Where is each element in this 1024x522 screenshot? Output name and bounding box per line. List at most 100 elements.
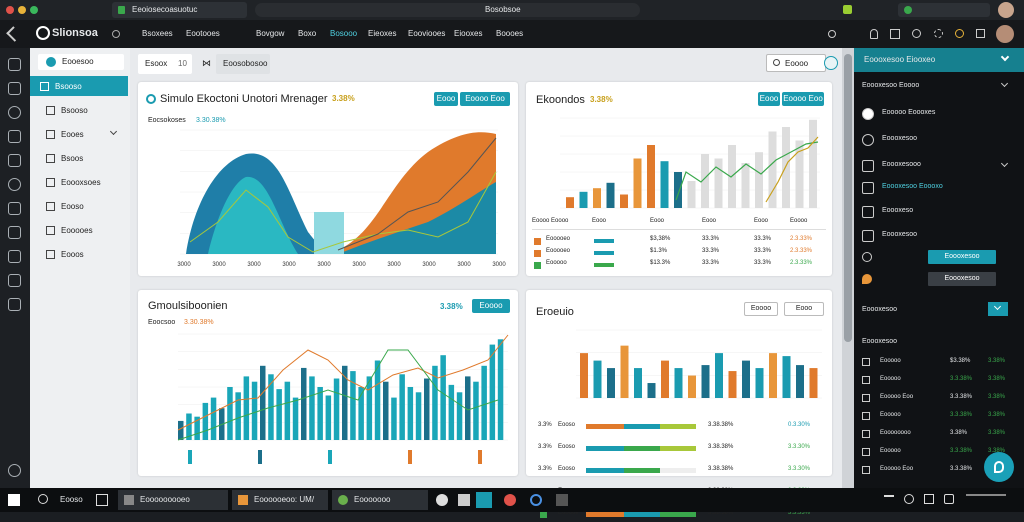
scrollbar-thumb[interactable] bbox=[844, 54, 852, 342]
close-window-dot[interactable] bbox=[6, 6, 14, 14]
right-panel-list-row[interactable]: Eooooo $3.38% 3.38% bbox=[854, 356, 1024, 370]
gear-icon[interactable] bbox=[934, 29, 943, 38]
right-panel-list-row[interactable]: Eooooo 3.3.38% 3.38% bbox=[854, 446, 1024, 460]
sidebar-item[interactable]: Eooooes bbox=[36, 220, 126, 240]
network-icon[interactable] bbox=[904, 494, 914, 504]
app-icon[interactable] bbox=[530, 494, 542, 506]
chat-fab[interactable] bbox=[984, 452, 1014, 482]
sidebar-item[interactable]: Eooos bbox=[36, 244, 126, 264]
start-icon[interactable] bbox=[8, 494, 20, 506]
maximize-window-dot[interactable] bbox=[30, 6, 38, 14]
refresh-icon[interactable] bbox=[824, 56, 838, 70]
card-button[interactable]: Eoooo bbox=[472, 299, 510, 313]
app-icon[interactable] bbox=[556, 494, 568, 506]
home-icon[interactable] bbox=[8, 58, 21, 71]
battery-icon[interactable] bbox=[944, 494, 954, 504]
nav-item[interactable]: Eieoxes bbox=[368, 29, 397, 38]
right-panel-item[interactable]: Eoooxesoo Eoooxo bbox=[854, 180, 1024, 196]
folder-icon[interactable] bbox=[8, 226, 21, 239]
chat-icon[interactable] bbox=[890, 29, 900, 39]
card-button-a[interactable]: Eooo bbox=[758, 92, 780, 106]
card-button-a[interactable]: Eooo bbox=[434, 92, 458, 106]
card-button-b[interactable]: Eoooo Eoo bbox=[460, 92, 510, 106]
card-button-b[interactable]: Eooo bbox=[784, 302, 824, 316]
right-panel-item[interactable]: Eoooxesooo bbox=[854, 158, 1024, 174]
search-icon[interactable] bbox=[828, 30, 836, 38]
clock-area[interactable] bbox=[966, 494, 1006, 504]
nav-item[interactable]: Boooes bbox=[496, 29, 524, 38]
sidebar-item[interactable]: Bsoos bbox=[36, 148, 126, 168]
document-icon[interactable] bbox=[8, 202, 21, 215]
sidebar-item[interactable]: Bsooso bbox=[36, 100, 126, 120]
sidebar-item[interactable]: Eoooxsoes bbox=[36, 172, 126, 192]
app-icon[interactable] bbox=[436, 494, 448, 506]
chart-icon[interactable] bbox=[8, 250, 21, 263]
right-panel-item[interactable]: Eoooxeso bbox=[854, 204, 1024, 220]
mail-icon[interactable] bbox=[8, 274, 21, 287]
taskbar-window[interactable]: Eooooooo bbox=[332, 490, 428, 510]
right-panel-button-b[interactable]: Eoooxesoo bbox=[928, 272, 996, 286]
right-panel-item[interactable]: Eoooxesoo bbox=[854, 228, 1024, 244]
progress-row[interactable]: 3.3% Eooso 3.38.38% 3.3.30% bbox=[532, 444, 826, 456]
sidebar-header[interactable]: Eooesoo bbox=[38, 54, 124, 70]
progress-row[interactable]: 3.3% Eooso 3.38.38% 3.3.30% bbox=[532, 466, 826, 478]
status-icon[interactable] bbox=[955, 29, 964, 38]
nav-item[interactable]: Eooviooes bbox=[408, 29, 446, 38]
chevron-down-icon[interactable] bbox=[109, 127, 118, 136]
right-panel-list-row[interactable]: Eoooooooo 3.38% 3.38% bbox=[854, 428, 1024, 442]
right-panel-item[interactable]: Eooooo Eoooxes bbox=[854, 106, 1024, 122]
extension-icon[interactable] bbox=[843, 5, 852, 14]
chevron-down-icon[interactable] bbox=[1000, 52, 1010, 62]
dropdown-button[interactable] bbox=[988, 302, 1008, 316]
taskbar-window[interactable]: Eooooooooeo bbox=[118, 490, 228, 510]
user-avatar[interactable] bbox=[996, 25, 1014, 43]
right-panel-list-row[interactable]: Eooooo 3.3.38% 3.38% bbox=[854, 374, 1024, 388]
avatar[interactable] bbox=[998, 2, 1014, 18]
tab-second[interactable]: Eoosobosoo bbox=[216, 54, 270, 74]
nav-item[interactable]: Boxo bbox=[298, 29, 317, 38]
nav-item[interactable]: Bsoxees bbox=[142, 29, 173, 38]
browser-tab[interactable]: Eeoiosecoasuotuc bbox=[112, 2, 247, 18]
search-button[interactable]: Eoooo bbox=[766, 54, 826, 72]
right-panel-list-row[interactable]: Eooooo Eoo 3.3.38% 3.38% bbox=[854, 392, 1024, 406]
right-panel-header[interactable]: Eoooxesoo Eiooxeo bbox=[854, 48, 1024, 72]
settings-icon[interactable] bbox=[112, 30, 120, 38]
card-button-a[interactable]: Eoooo bbox=[744, 302, 778, 316]
chevron-down-icon[interactable] bbox=[1000, 79, 1009, 88]
list-icon[interactable] bbox=[8, 130, 21, 143]
sidebar-item[interactable]: Bsooso bbox=[30, 76, 128, 96]
chevron-down-icon[interactable] bbox=[1000, 159, 1009, 168]
app-icon[interactable] bbox=[476, 492, 492, 508]
nav-item[interactable]: Eootooes bbox=[186, 29, 220, 38]
right-panel-button-a[interactable]: Eoooxesoo bbox=[928, 250, 996, 264]
nav-item[interactable]: Eiooxes bbox=[454, 29, 483, 38]
calendar-icon[interactable] bbox=[8, 154, 21, 167]
tab-overview[interactable]: Esoox 10 bbox=[138, 54, 192, 74]
table-row[interactable]: Eooooeo $1.3% 33.3% 33.3% 2.3.33% bbox=[532, 248, 826, 260]
progress-row[interactable]: 3.3% Eooso 3.38.38% 0.3.30% bbox=[532, 422, 826, 434]
search-icon[interactable] bbox=[38, 494, 48, 504]
users-icon[interactable] bbox=[8, 298, 21, 311]
app-icon[interactable] bbox=[504, 494, 516, 506]
address-bar[interactable]: Bosobsoe bbox=[255, 3, 640, 17]
nav-item[interactable]: Bosooo bbox=[330, 29, 358, 38]
apps-icon[interactable] bbox=[976, 29, 985, 38]
notifications-icon[interactable] bbox=[870, 29, 878, 39]
taskbar-window[interactable]: Eoooooeoo: UM/ bbox=[232, 490, 328, 510]
right-panel-list-row[interactable]: Eooooo 3.3.38% 3.38% bbox=[854, 410, 1024, 424]
help-icon[interactable] bbox=[912, 29, 921, 38]
volume-icon[interactable] bbox=[924, 494, 934, 504]
task-view-icon[interactable] bbox=[96, 494, 108, 506]
app-icon[interactable] bbox=[458, 494, 470, 506]
compass-icon[interactable] bbox=[8, 178, 21, 191]
main-scrollbar[interactable] bbox=[842, 48, 854, 488]
table-row[interactable]: Eooooo $13.3% 33.3% 33.3% 2.3.33% bbox=[532, 260, 826, 272]
card-button-b[interactable]: Eoooo Eoo bbox=[782, 92, 824, 106]
tray-icon[interactable] bbox=[884, 495, 894, 503]
help-icon[interactable] bbox=[8, 464, 21, 477]
nav-item[interactable]: Bovgow bbox=[256, 29, 285, 38]
right-panel-item[interactable]: Eoooxesoo bbox=[854, 132, 1024, 148]
profile-chip[interactable] bbox=[898, 3, 990, 17]
sidebar-item[interactable]: Eooso bbox=[36, 196, 126, 216]
table-row[interactable]: Eooooeo $3,38% 33.3% 33.3% 2.3.33% bbox=[532, 236, 826, 248]
